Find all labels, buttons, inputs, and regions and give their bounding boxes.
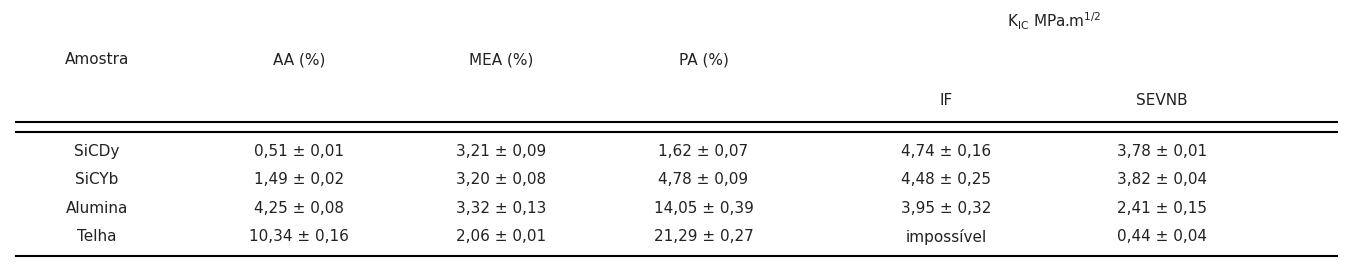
- Text: MEA (%): MEA (%): [469, 52, 533, 67]
- Text: 2,41 ± 0,15: 2,41 ± 0,15: [1116, 201, 1207, 216]
- Text: 1,49 ± 0,02: 1,49 ± 0,02: [254, 172, 344, 187]
- Text: 0,44 ± 0,04: 0,44 ± 0,04: [1116, 229, 1207, 244]
- Text: 3,82 ± 0,04: 3,82 ± 0,04: [1116, 172, 1207, 187]
- Text: 4,48 ± 0,25: 4,48 ± 0,25: [901, 172, 990, 187]
- Text: IF: IF: [939, 93, 953, 109]
- Text: SiCYb: SiCYb: [76, 172, 119, 187]
- Text: 4,74 ± 0,16: 4,74 ± 0,16: [901, 144, 990, 159]
- Text: 0,51 ± 0,01: 0,51 ± 0,01: [254, 144, 344, 159]
- Text: Telha: Telha: [77, 229, 116, 244]
- Text: SEVNB: SEVNB: [1135, 93, 1188, 109]
- Text: 3,20 ± 0,08: 3,20 ± 0,08: [456, 172, 547, 187]
- Text: 3,32 ± 0,13: 3,32 ± 0,13: [456, 201, 547, 216]
- Text: 10,34 ± 0,16: 10,34 ± 0,16: [249, 229, 349, 244]
- Text: Amostra: Amostra: [65, 52, 130, 67]
- Text: AA (%): AA (%): [273, 52, 326, 67]
- Text: 2,06 ± 0,01: 2,06 ± 0,01: [456, 229, 547, 244]
- Text: 3,21 ± 0,09: 3,21 ± 0,09: [456, 144, 547, 159]
- Text: 21,29 ± 0,27: 21,29 ± 0,27: [653, 229, 754, 244]
- Text: 4,25 ± 0,08: 4,25 ± 0,08: [254, 201, 344, 216]
- Text: SiCDy: SiCDy: [74, 144, 120, 159]
- Text: 3,95 ± 0,32: 3,95 ± 0,32: [901, 201, 992, 216]
- Text: 14,05 ± 0,39: 14,05 ± 0,39: [653, 201, 754, 216]
- Text: PA (%): PA (%): [678, 52, 728, 67]
- Text: Alumina: Alumina: [66, 201, 129, 216]
- Text: impossível: impossível: [905, 229, 986, 245]
- Text: 4,78 ± 0,09: 4,78 ± 0,09: [659, 172, 748, 187]
- Text: 3,78 ± 0,01: 3,78 ± 0,01: [1116, 144, 1207, 159]
- Text: K$_{\mathregular{IC}}$ MPa.m$^{\mathregular{1/2}}$: K$_{\mathregular{IC}}$ MPa.m$^{\mathregu…: [1007, 10, 1101, 32]
- Text: 1,62 ± 0,07: 1,62 ± 0,07: [659, 144, 748, 159]
